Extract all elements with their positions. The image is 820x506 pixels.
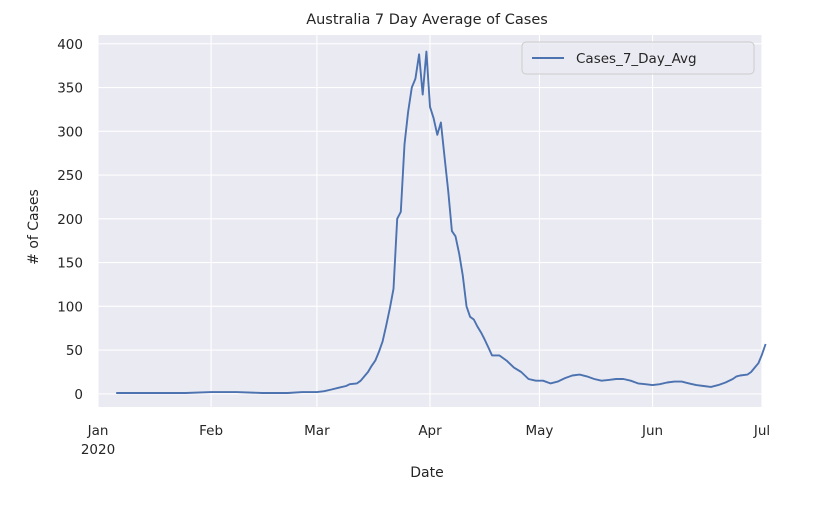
x-tick-label: Jul bbox=[753, 423, 770, 439]
y-tick-label: 150 bbox=[57, 256, 83, 272]
x-tick-label: Jun bbox=[641, 423, 663, 439]
x-tick-label: Apr bbox=[418, 423, 442, 439]
chart-title: Australia 7 Day Average of Cases bbox=[306, 12, 548, 28]
y-tick-label: 250 bbox=[57, 168, 83, 184]
x-tick-label: Mar bbox=[304, 423, 330, 439]
y-tick-label: 350 bbox=[57, 81, 83, 97]
y-tick-label: 0 bbox=[74, 387, 83, 403]
legend-entry: Cases_7_Day_Avg bbox=[576, 51, 697, 67]
y-tick-label: 50 bbox=[66, 343, 83, 359]
tick-labels: 0 50 100 150 200 250 300 350 400 Jan 2020 Feb Mar Apr… bbox=[57, 37, 770, 458]
x-tick-label: Feb bbox=[199, 423, 223, 439]
x-tick-label: Jan bbox=[87, 423, 109, 439]
y-tick-label: 300 bbox=[57, 124, 83, 140]
y-axis-label: # of Cases bbox=[26, 189, 42, 265]
y-tick-label: 400 bbox=[57, 37, 83, 53]
x-axis-label: Date bbox=[410, 465, 443, 481]
series-line-0 bbox=[116, 50, 767, 394]
y-tick-label: 100 bbox=[57, 299, 83, 315]
series-layer bbox=[116, 50, 767, 394]
legend: Cases_7_Day_Avg bbox=[521, 41, 755, 75]
y-tick-label: 200 bbox=[57, 212, 83, 228]
grid-lines bbox=[97, 35, 763, 407]
legend-box bbox=[521, 41, 755, 75]
x-tick-sublabel: 2020 bbox=[81, 442, 115, 458]
x-tick-label: May bbox=[525, 423, 553, 439]
